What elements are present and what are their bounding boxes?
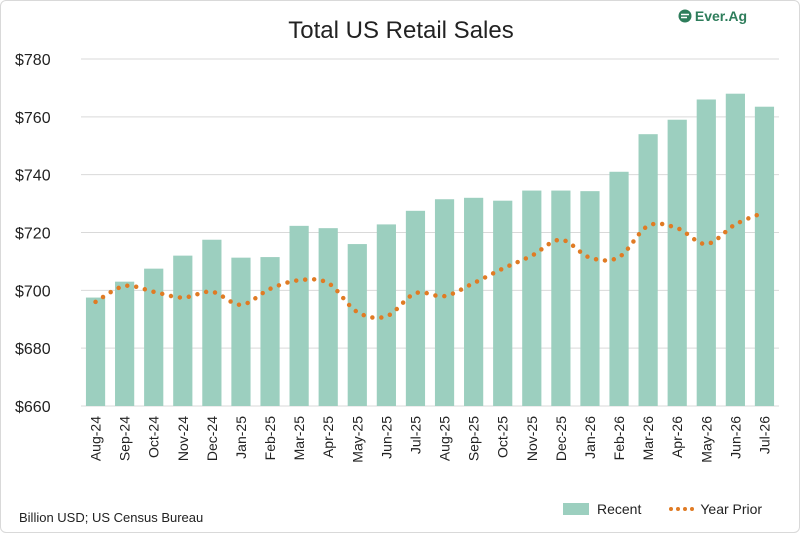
logo-text: Ever.Ag	[694, 8, 747, 24]
x-tick-label: Jun-25	[378, 416, 394, 459]
footnote: Billion USD; US Census Bureau	[19, 510, 204, 525]
bar-recent	[725, 93, 745, 406]
x-tick-label: Aug-25	[437, 416, 453, 461]
x-tick-label: Nov-24	[175, 416, 191, 461]
ever-ag-logo-icon	[678, 9, 692, 23]
x-tick-label: Feb-26	[611, 416, 627, 461]
bar-recent	[173, 255, 193, 406]
x-tick-label: May-25	[349, 416, 365, 463]
x-tick-label: Feb-25	[262, 416, 278, 461]
x-tick-label: Apr-26	[669, 416, 685, 458]
bar-recent	[231, 257, 251, 406]
y-tick-label: $700	[15, 283, 51, 300]
x-tick-label: Jan-26	[582, 416, 598, 459]
x-tick-label: Sep-25	[466, 416, 482, 461]
retail-sales-chart: $660 $680 $700 $720 $740 $760 $780 Aug-24 Sep-24…	[15, 52, 779, 463]
x-tick-label: Mar-25	[291, 416, 307, 461]
bar-recent	[609, 171, 629, 406]
x-tick-label: Sep-24	[117, 416, 133, 461]
bar-recent	[754, 106, 775, 407]
x-tick-label: Dec-24	[204, 416, 220, 461]
bar-recent	[318, 228, 338, 406]
legend-swatch-recent	[563, 503, 589, 515]
x-tick-label: Dec-25	[553, 416, 569, 461]
bar-recent	[667, 119, 687, 406]
bar-recent	[260, 257, 280, 406]
bar-recent	[493, 200, 513, 406]
chart-title: Total US Retail Sales	[288, 17, 514, 44]
legend-swatch-year-prior	[669, 507, 695, 511]
chart-legend: Recent Year Prior	[563, 501, 762, 517]
bar-recent	[289, 225, 309, 406]
series-line-year-prior	[93, 210, 767, 321]
bar-recent	[696, 99, 716, 406]
bar-recent	[434, 199, 455, 406]
legend-label-recent: Recent	[597, 501, 642, 517]
x-tick-label: Mar-26	[640, 416, 656, 461]
x-tick-label: Jul-26	[756, 416, 772, 454]
bar-recent	[376, 224, 396, 406]
y-tick-label: $740	[15, 168, 51, 185]
bar-recent	[638, 134, 658, 406]
bar-recent	[464, 197, 484, 406]
bar-recent	[405, 210, 426, 406]
ever-ag-logo: Ever.Ag	[678, 8, 747, 24]
bar-recent	[347, 244, 367, 406]
x-tick-label: Apr-25	[320, 416, 336, 458]
bar-recent	[551, 190, 571, 406]
x-tick-label: Oct-24	[146, 416, 162, 458]
x-tick-label: Jun-26	[727, 416, 743, 459]
x-tick-label: Nov-25	[524, 416, 540, 461]
bar-recent	[85, 297, 106, 406]
x-tick-label: Oct-25	[495, 416, 511, 458]
x-tick-label: May-26	[698, 416, 714, 463]
bar-recent	[202, 239, 222, 406]
y-tick-label: $720	[15, 226, 51, 243]
x-tick-label: Jan-25	[233, 416, 249, 459]
x-tick-label: Jul-25	[407, 416, 423, 454]
bar-recent	[115, 281, 135, 406]
legend-label-year-prior: Year Prior	[700, 501, 763, 517]
x-tick-label: Aug-24	[88, 416, 104, 461]
y-tick-label: $660	[15, 399, 51, 416]
bar-recent	[522, 190, 542, 406]
bar-recent	[580, 191, 600, 406]
y-tick-label: $760	[15, 110, 51, 127]
bar-recent	[144, 268, 164, 406]
y-tick-label: $680	[15, 341, 51, 358]
y-tick-label: $780	[15, 52, 51, 69]
